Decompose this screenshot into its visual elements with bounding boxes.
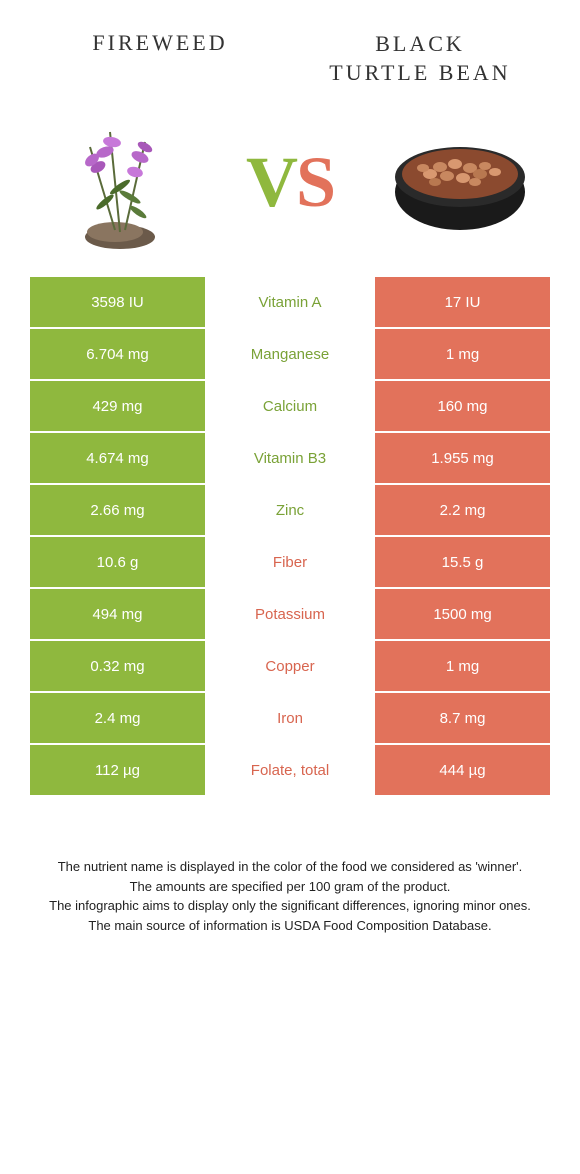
cell-mid: Folate, total: [205, 745, 375, 795]
cell-mid: Copper: [205, 641, 375, 691]
table-row: 429 mgCalcium160 mg: [30, 381, 550, 431]
cell-left: 494 mg: [30, 589, 205, 639]
cell-right: 444 µg: [375, 745, 550, 795]
cell-right: 1 mg: [375, 641, 550, 691]
footer-l1: The nutrient name is displayed in the co…: [30, 857, 550, 877]
vs-label: VS: [246, 141, 334, 224]
fireweed-image: [45, 107, 195, 257]
cell-left: 2.66 mg: [30, 485, 205, 535]
footer-notes: The nutrient name is displayed in the co…: [0, 797, 580, 955]
cell-left: 6.704 mg: [30, 329, 205, 379]
cell-right: 1500 mg: [375, 589, 550, 639]
cell-left: 3598 IU: [30, 277, 205, 327]
cell-mid: Iron: [205, 693, 375, 743]
cell-mid: Vitamin A: [205, 277, 375, 327]
cell-mid: Manganese: [205, 329, 375, 379]
header-right: Black turtle bean: [290, 30, 550, 87]
table-row: 112 µgFolate, total444 µg: [30, 745, 550, 795]
cell-right: 1 mg: [375, 329, 550, 379]
cell-left: 2.4 mg: [30, 693, 205, 743]
table-row: 0.32 mgCopper1 mg: [30, 641, 550, 691]
cell-mid: Vitamin B3: [205, 433, 375, 483]
cell-right: 1.955 mg: [375, 433, 550, 483]
table-row: 494 mgPotassium1500 mg: [30, 589, 550, 639]
vs-s: S: [296, 142, 334, 222]
cell-left: 4.674 mg: [30, 433, 205, 483]
cell-right: 17 IU: [375, 277, 550, 327]
table-row: 3598 IUVitamin A17 IU: [30, 277, 550, 327]
header-right-l2: turtle bean: [329, 60, 510, 85]
vs-v: V: [246, 142, 296, 222]
cell-mid: Fiber: [205, 537, 375, 587]
header: Fireweed Black turtle bean: [0, 0, 580, 97]
cell-right: 160 mg: [375, 381, 550, 431]
cell-mid: Potassium: [205, 589, 375, 639]
images-row: VS: [0, 97, 580, 277]
cell-right: 15.5 g: [375, 537, 550, 587]
table-row: 4.674 mgVitamin B31.955 mg: [30, 433, 550, 483]
header-left: Fireweed: [30, 30, 290, 87]
table-row: 10.6 gFiber15.5 g: [30, 537, 550, 587]
cell-right: 8.7 mg: [375, 693, 550, 743]
cell-mid: Zinc: [205, 485, 375, 535]
comparison-table: 3598 IUVitamin A17 IU6.704 mgManganese1 …: [0, 277, 580, 795]
footer-l4: The main source of information is USDA F…: [30, 916, 550, 936]
table-row: 6.704 mgManganese1 mg: [30, 329, 550, 379]
cell-left: 112 µg: [30, 745, 205, 795]
cell-mid: Calcium: [205, 381, 375, 431]
cell-left: 429 mg: [30, 381, 205, 431]
cell-left: 0.32 mg: [30, 641, 205, 691]
footer-l2: The amounts are specified per 100 gram o…: [30, 877, 550, 897]
cell-right: 2.2 mg: [375, 485, 550, 535]
header-right-l1: Black: [375, 31, 465, 56]
table-row: 2.4 mgIron8.7 mg: [30, 693, 550, 743]
table-row: 2.66 mgZinc2.2 mg: [30, 485, 550, 535]
footer-l3: The infographic aims to display only the…: [30, 896, 550, 916]
cell-left: 10.6 g: [30, 537, 205, 587]
bean-image: [385, 107, 535, 257]
